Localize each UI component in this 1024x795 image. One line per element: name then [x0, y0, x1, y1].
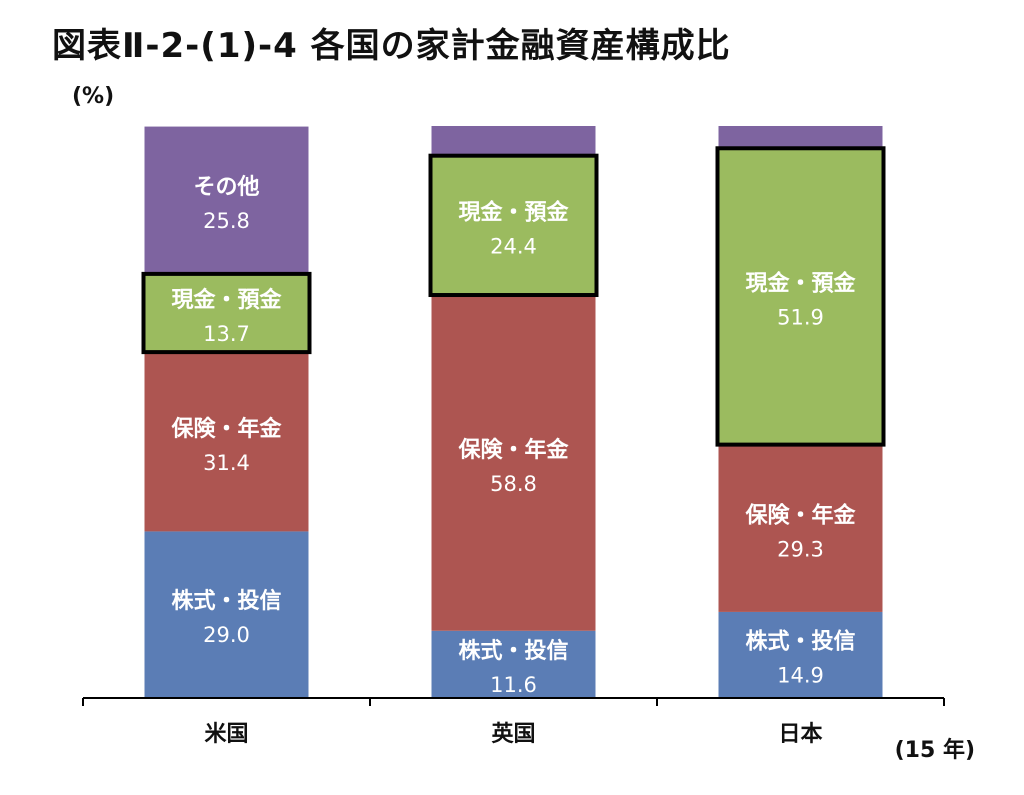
bar-segment-1-1 [431, 295, 596, 631]
value-label-2-1: 29.3 [777, 537, 824, 561]
series-label-1-1: 保険・年金 [457, 437, 569, 463]
series-label-1-2: 現金・預金 [458, 199, 569, 225]
series-label-2-1: 保険・年金 [744, 502, 856, 528]
highlight-layer [141, 146, 886, 447]
highlight-box-0 [141, 271, 312, 355]
chart-title: 図表Ⅱ-2-(1)-4 各国の家計金融資産構成比 [52, 26, 731, 66]
value-label-1-0: 11.6 [490, 673, 537, 697]
highlight-box-2 [715, 146, 886, 447]
bar-segment-0-2 [144, 273, 309, 353]
bar-segment-0-0 [144, 531, 309, 697]
bar-segment-1-3 [431, 126, 596, 156]
series-label-2-0: 株式・投信 [745, 628, 855, 654]
bars-layer [144, 126, 883, 697]
highlight-box-1 [428, 153, 599, 298]
category-label-2: 日本 [778, 722, 822, 747]
value-label-2-2: 51.9 [777, 305, 824, 329]
bar-segment-0-1 [144, 352, 309, 532]
value-label-1-2: 24.4 [490, 234, 537, 258]
x-axis [82, 697, 945, 706]
category-label-1: 英国 [491, 722, 535, 747]
category-label-0: 米国 [204, 722, 248, 747]
value-label-0-1: 31.4 [203, 451, 250, 475]
year-note: (15 年) [895, 737, 975, 763]
bar-segment-2-2 [718, 148, 883, 445]
series-label-0-3: その他 [193, 175, 259, 200]
bar-segment-1-2 [431, 155, 596, 296]
bar-segment-2-3 [718, 126, 883, 149]
series-label-0-1: 保険・年金 [170, 416, 282, 442]
series-label-0-0: 株式・投信 [171, 588, 281, 614]
bar-segment-1-0 [431, 630, 596, 697]
labels-layer: 株式・投信 29.0 保険・年金 31.4 現金・預金 13.7 その他 25.8 米国 株式・投… [170, 175, 975, 763]
value-label-0-3: 25.8 [203, 209, 250, 233]
series-label-2-2: 現金・預金 [745, 270, 856, 296]
value-label-2-0: 14.9 [777, 663, 824, 687]
y-axis-unit-label: (%) [72, 84, 115, 109]
value-label-1-1: 58.8 [490, 472, 537, 496]
bar-segment-0-3 [144, 126, 309, 274]
series-label-0-2: 現金・預金 [171, 287, 282, 313]
value-label-0-2: 13.7 [203, 322, 250, 346]
series-label-1-0: 株式・投信 [458, 638, 568, 664]
bar-segment-2-1 [718, 444, 883, 612]
bar-segment-2-0 [718, 611, 883, 697]
value-label-0-0: 29.0 [203, 623, 250, 647]
